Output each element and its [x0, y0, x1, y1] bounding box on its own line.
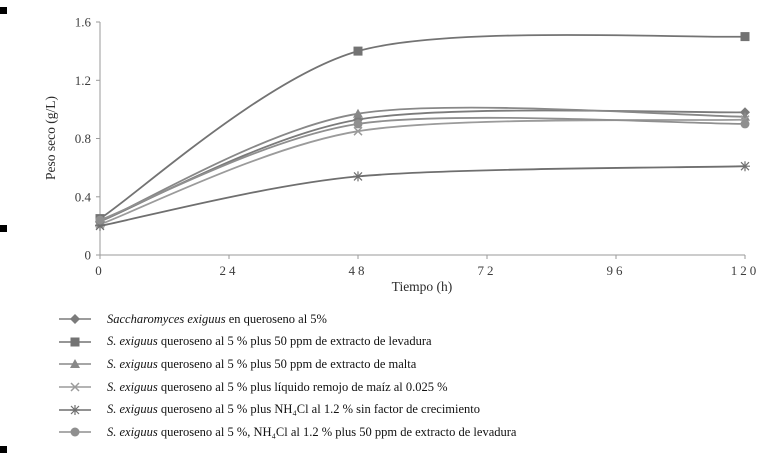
legend-label: S. exiguus queroseno al 5 % plus líquido…: [107, 380, 448, 395]
x-tick-label: 120: [731, 263, 760, 278]
marker-x: [353, 126, 363, 136]
marker-triangle: [740, 111, 750, 121]
y-tick-label: 0.8: [75, 131, 91, 146]
legend-item: S. exiguus queroseno al 5 %, NH₄Cl al 1.…: [57, 421, 771, 444]
y-tick-label: 1.6: [75, 15, 92, 30]
marker-asterisk: [740, 161, 750, 172]
legend-species-name: S. exiguus: [107, 379, 158, 394]
marker-asterisk: [70, 404, 80, 415]
y-tick-label: 0.4: [75, 189, 92, 204]
legend-description: queroseno al 5 %, NH₄Cl al 1.2 % plus 50…: [157, 424, 517, 439]
legend-species-name: S. exiguus: [107, 356, 158, 371]
selection-handle-bottom: [0, 446, 7, 453]
series-line: [99, 118, 746, 226]
chart-legend: Saccharomyces exiguus en queroseno al 5%…: [57, 308, 771, 444]
legend-description: queroseno al 5 % plus NH₄Cl al 1.2 % sin…: [157, 402, 481, 417]
y-axis-label: Peso seco (g/L): [43, 96, 58, 180]
series-line: [99, 106, 746, 223]
marker-circle: [95, 215, 105, 225]
marker-triangle: [70, 359, 80, 369]
legend-species-name: Saccharomyces exiguus: [107, 311, 226, 326]
legend-item: S. exiguus queroseno al 5 % plus NH₄Cl a…: [57, 398, 771, 421]
legend-item: S. exiguus queroseno al 5 % plus 50 ppm …: [57, 331, 771, 354]
x-tick-label: 96: [607, 263, 626, 278]
series-line: [99, 116, 746, 221]
x-tick-label: 24: [220, 263, 239, 278]
marker-square: [70, 337, 80, 347]
marker-asterisk: [353, 171, 363, 182]
x-tick-label: 48: [349, 263, 368, 278]
growth-chart-plot: 0 24 48 72 96 120 0 0.4 0.8 1.2 1.6 Tiempo (h) Pes…: [43, 15, 760, 295]
legend-key-x-icon: [59, 382, 91, 392]
legend-description: queroseno al 5 % plus líquido remojo de …: [157, 379, 448, 394]
marker-x: [70, 382, 80, 392]
axes-lines: [99, 22, 745, 256]
plot-area: 0 24 48 72 96 120 0 0.4 0.8 1.2 1.6: [75, 15, 760, 279]
legend-key-asterisk-icon: [59, 404, 91, 415]
legend-item: S. exiguus queroseno al 5 % plus 50 ppm …: [57, 353, 771, 376]
legend-label: S. exiguus queroseno al 5 % plus 50 ppm …: [107, 357, 416, 372]
y-tick-label: 0: [85, 248, 92, 263]
y-tick-label: 1.2: [75, 73, 91, 88]
x-tick-label: 72: [478, 263, 497, 278]
legend-label: Saccharomyces exiguus en queroseno al 5%: [107, 312, 327, 327]
marker-circle: [70, 427, 80, 437]
legend-label: S. exiguus queroseno al 5 % plus 50 ppm …: [107, 334, 432, 349]
series-line: [99, 165, 746, 227]
selection-handle-middle: [0, 225, 7, 232]
marker-triangle: [353, 108, 363, 118]
marker-asterisk: [95, 220, 105, 231]
legend-label: S. exiguus queroseno al 5 % plus NH₄Cl a…: [107, 402, 480, 417]
marker-circle: [353, 119, 363, 129]
legend-item: Saccharomyces exiguus en queroseno al 5%: [57, 308, 771, 331]
marker-square: [353, 46, 363, 56]
series-line: [99, 33, 746, 220]
marker-circle: [740, 119, 750, 129]
legend-key-diamond-icon: [59, 314, 91, 325]
legend-species-name: S. exiguus: [107, 402, 158, 417]
legend-species-name: S. exiguus: [107, 424, 158, 439]
legend-description: en queroseno al 5%: [225, 311, 327, 326]
marker-diamond: [70, 314, 80, 325]
legend-label: S. exiguus queroseno al 5 %, NH₄Cl al 1.…: [107, 425, 516, 440]
x-tick-label: 0: [95, 263, 105, 278]
legend-description: queroseno al 5 % plus 50 ppm de extracto…: [157, 334, 432, 349]
x-axis-label: Tiempo (h): [392, 279, 453, 294]
legend-key-triangle-icon: [59, 359, 91, 369]
legend-description: queroseno al 5 % plus 50 ppm de extracto…: [157, 356, 417, 371]
legend-key-circle-icon: [59, 427, 91, 437]
legend-item: S. exiguus queroseno al 5 % plus líquido…: [57, 376, 771, 399]
selection-handle-top: [0, 7, 7, 14]
marker-square: [740, 32, 750, 42]
legend-key-square-icon: [59, 337, 91, 347]
legend-species-name: S. exiguus: [107, 334, 158, 349]
